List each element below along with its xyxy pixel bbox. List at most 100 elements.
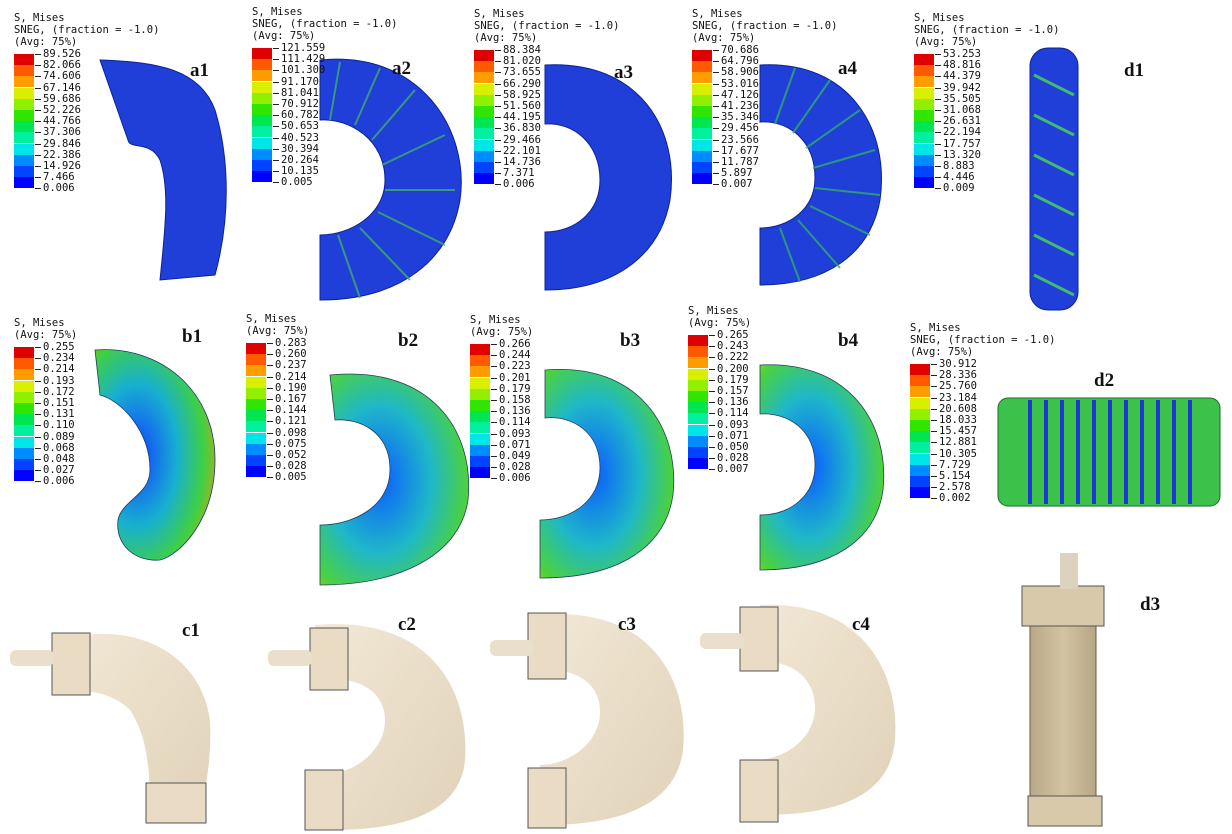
legend-value: 0.089: [43, 430, 75, 443]
legend-swatch: [688, 335, 708, 346]
legend-value: 0.075: [275, 437, 307, 450]
legend-value: 81.020: [503, 55, 541, 68]
legend-value: 0.255: [43, 341, 75, 353]
legend-value: 70.686: [721, 44, 759, 56]
legend-swatch: [910, 364, 930, 375]
legend-tick: [713, 50, 719, 51]
legend-swatch: [474, 128, 494, 140]
legend-tick: [709, 391, 715, 392]
legend-swatch: [14, 154, 34, 166]
legend-tick: [713, 162, 719, 163]
legend-tick: [935, 132, 941, 134]
legend-tick: [35, 347, 41, 348]
panel-label-b3: b3: [620, 330, 641, 351]
legend-a3: S, Mises SNEG, (fraction = -1.0) (Avg: 7…: [474, 8, 619, 190]
legend-value: 64.796: [721, 55, 759, 68]
legend-swatch: [688, 402, 708, 414]
panel-label-b1: b1: [182, 326, 203, 347]
legend-tick: [713, 173, 719, 175]
legend-a4: S, Mises SNEG, (fraction = -1.0) (Avg: 7…: [692, 8, 837, 190]
legend-heading: S, Mises: [688, 305, 739, 317]
legend-swatch: [688, 458, 708, 470]
actuator-photo-d3: [1029, 591, 1097, 823]
legend-value: 39.942: [943, 81, 981, 94]
legend-tick: [495, 128, 501, 130]
legend-swatch: [692, 61, 712, 73]
legend-value: 0.167: [275, 393, 307, 405]
legend-swatch: [252, 92, 272, 104]
legend-value: 5.897: [721, 167, 753, 180]
legend-swatch: [14, 436, 34, 448]
legend-swatch: [470, 400, 490, 411]
legend-avg: (Avg: 75%): [914, 36, 978, 48]
legend-sneg: SNEG, (fraction = -1.0): [252, 18, 398, 30]
legend-swatch: [246, 421, 266, 433]
legend-value: 0.093: [717, 418, 749, 431]
legend-value: 0.193: [43, 374, 75, 387]
legend-tick: [267, 399, 273, 400]
legend-tick: [35, 65, 41, 67]
legend-swatch: [14, 459, 34, 470]
legend-value: 14.736: [503, 156, 541, 168]
legend-tick: [495, 72, 501, 74]
legend-tick: [267, 455, 273, 456]
legend-heading: S, Mises: [246, 313, 297, 325]
legend-swatch: [910, 464, 930, 476]
legend-tick: [273, 182, 279, 184]
legend-swatch: [692, 83, 712, 95]
legend-value: 0.179: [717, 373, 749, 386]
legend-value: 0.068: [43, 441, 75, 454]
legend-tick: [709, 346, 715, 348]
legend-swatch: [910, 420, 930, 431]
legend-value: 53.253: [943, 48, 981, 60]
legend-swatch: [252, 59, 272, 71]
legend-tick: [709, 469, 715, 471]
legend-swatch: [910, 487, 930, 499]
legend-scale: 89.526 82.066 74.606 67.146 59.686 52.226 44.7…: [14, 49, 104, 194]
legend-avg: (Avg: 75%): [14, 36, 78, 48]
legend-value: 18.033: [939, 414, 977, 426]
legend-swatch: [914, 87, 934, 99]
legend-tick: [709, 368, 715, 370]
legend-tick: [713, 83, 719, 85]
legend-value: 47.126: [721, 88, 759, 101]
legend-swatch: [914, 54, 934, 65]
legend-a1: S, Mises SNEG, (fraction = -1.0) (Avg: 7…: [14, 12, 159, 194]
legend-swatch: [246, 365, 266, 377]
legend-value: 73.655: [503, 66, 541, 79]
legend-value: 0.237: [275, 359, 307, 372]
legend-heading: S, Mises: [914, 12, 965, 24]
legend-value: 0.005: [281, 176, 313, 189]
legend-tick: [491, 456, 497, 457]
legend-tick: [35, 166, 41, 167]
legend-swatch: [688, 447, 708, 458]
legend-tick: [273, 81, 279, 83]
legend-tick: [491, 400, 497, 401]
legend-tick: [267, 477, 273, 479]
legend-tick: [935, 65, 941, 67]
legend-tick: [495, 173, 501, 175]
legend-tick: [491, 377, 497, 379]
legend-value: 0.223: [499, 360, 531, 373]
legend-swatch: [692, 173, 712, 185]
legend-value: 0.260: [275, 348, 307, 361]
actuator-photo-c1: [60, 633, 211, 820]
legend-swatch: [252, 160, 272, 171]
legend-tick: [931, 420, 937, 421]
clamp-c2-top: [309, 627, 349, 691]
legend-tick: [267, 354, 273, 356]
legend-value: 0.052: [275, 449, 307, 461]
panel-label-c1: c1: [182, 620, 200, 641]
legend-tick: [495, 61, 501, 63]
legend-tick: [35, 425, 41, 427]
legend-swatch: [14, 121, 34, 133]
legend-scale: 121.559 111.429 101.300 91.170 81.041 70.912 6…: [252, 43, 342, 189]
legend-tick: [273, 48, 279, 49]
legend-value: 44.766: [43, 115, 81, 128]
legend-swatch: [910, 442, 930, 454]
legend-swatch: [14, 87, 34, 99]
legend-tick: [35, 391, 41, 393]
clamp-c4-bottom: [739, 759, 779, 823]
legend-swatch: [252, 148, 272, 160]
